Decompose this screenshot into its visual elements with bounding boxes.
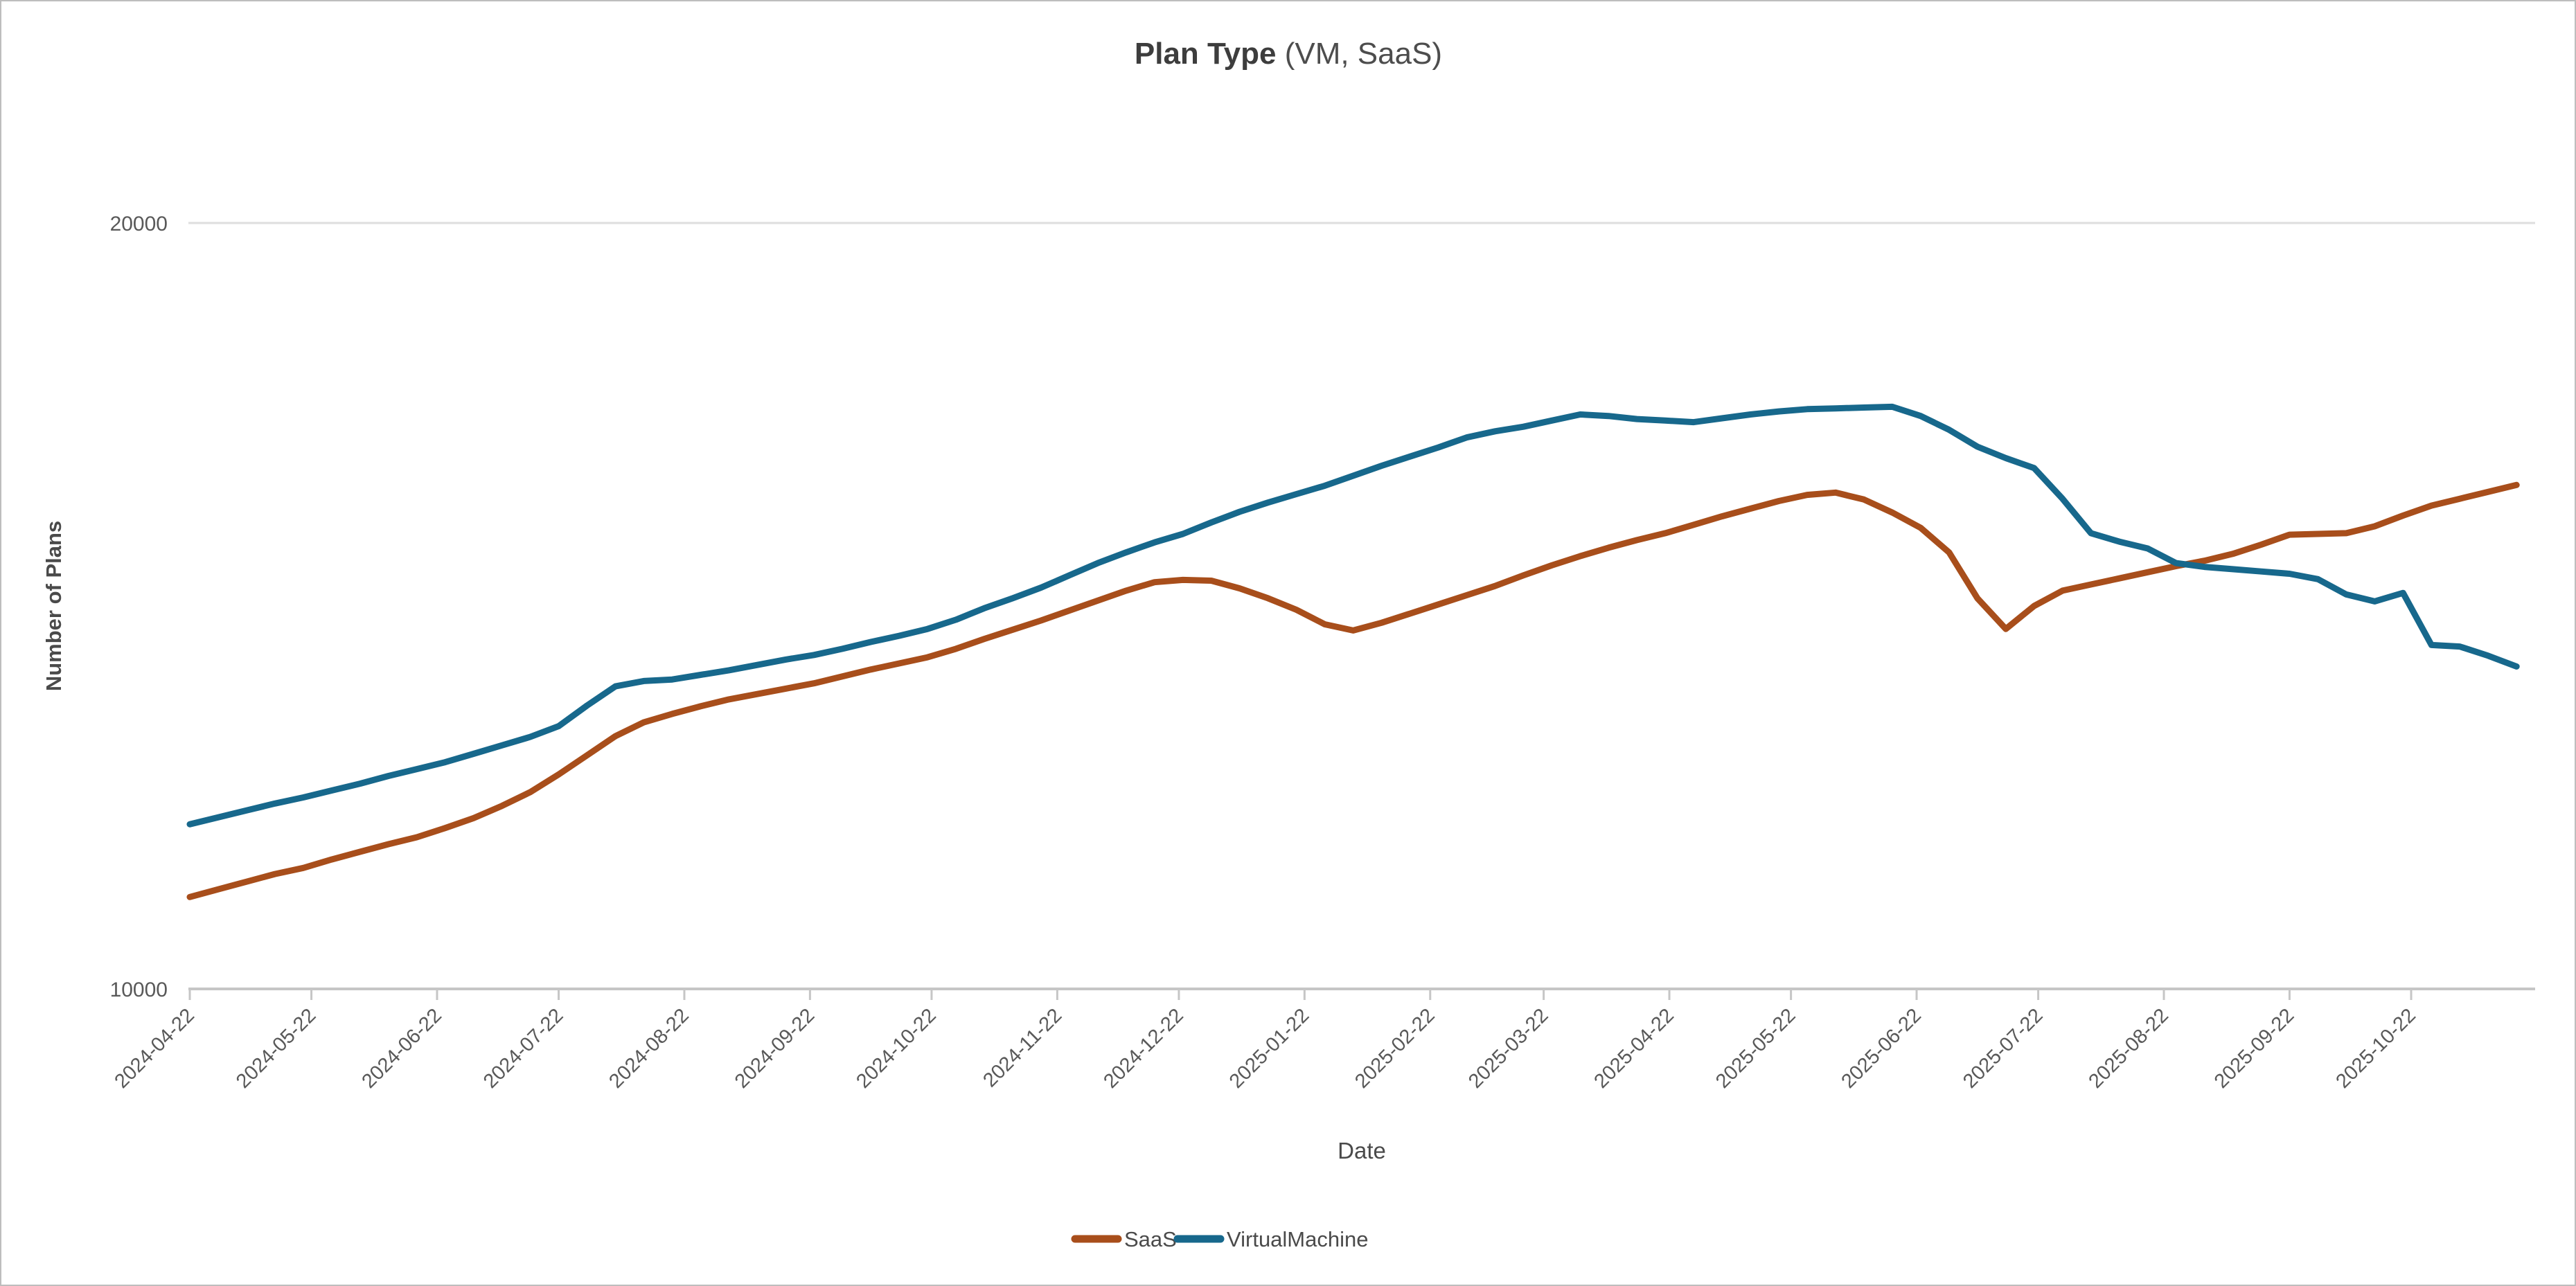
x-tick-group: 2024-04-22 2024-05-22 2024-06-22 2024-07-22… bbox=[110, 989, 2420, 1093]
y-tick-label-10000: 10000 bbox=[110, 979, 168, 1001]
x-tick-label: 2025-04-22 bbox=[1590, 1004, 1678, 1093]
x-tick-label: 2025-06-22 bbox=[1837, 1004, 1926, 1093]
series-line-saas bbox=[186, 481, 2520, 900]
x-tick-label: 2024-08-22 bbox=[605, 1004, 693, 1093]
series-group bbox=[186, 403, 2520, 900]
x-tick-label: 2024-04-22 bbox=[110, 1004, 199, 1093]
x-tick-label: 2025-07-22 bbox=[1959, 1004, 2048, 1093]
x-tick-label: 2024-05-22 bbox=[232, 1004, 321, 1093]
page-title: Plan Type (VM, SaaS) bbox=[1135, 37, 1442, 71]
x-tick-label: 2024-11-22 bbox=[979, 1004, 1066, 1091]
legend: SaaS VirtualMachine bbox=[1071, 1227, 1368, 1251]
legend-label-saas: SaaS bbox=[1124, 1227, 1177, 1251]
x-tick-label: 2025-10-22 bbox=[2331, 1004, 2420, 1093]
legend-label-virtualmachine: VirtualMachine bbox=[1227, 1227, 1368, 1251]
y-tick-label-20000: 20000 bbox=[110, 213, 168, 235]
x-axis-title: Date bbox=[1338, 1138, 1386, 1163]
title-main: Plan Type bbox=[1135, 37, 1277, 71]
x-tick-label: 2025-05-22 bbox=[1712, 1004, 1800, 1093]
x-tick-label: 2025-02-22 bbox=[1351, 1004, 1439, 1093]
x-tick-label: 2025-08-22 bbox=[2084, 1004, 2173, 1093]
x-tick-label: 2025-01-22 bbox=[1225, 1004, 1314, 1093]
x-tick-label: 2024-06-22 bbox=[357, 1004, 446, 1093]
x-tick-label: 2025-03-22 bbox=[1464, 1004, 1553, 1093]
x-tick-label: 2024-10-22 bbox=[852, 1004, 941, 1093]
y-axis-title: Number of Plans bbox=[42, 521, 66, 691]
x-tick-label: 2025-09-22 bbox=[2210, 1004, 2299, 1093]
x-tick-label: 2024-07-22 bbox=[479, 1004, 568, 1093]
x-tick-label: 2024-09-22 bbox=[731, 1004, 819, 1093]
title-suffix: (VM, SaaS) bbox=[1276, 37, 1442, 71]
x-tick-label: 2024-12-22 bbox=[1099, 1004, 1188, 1093]
series-line-virtualmachine bbox=[186, 403, 2520, 828]
